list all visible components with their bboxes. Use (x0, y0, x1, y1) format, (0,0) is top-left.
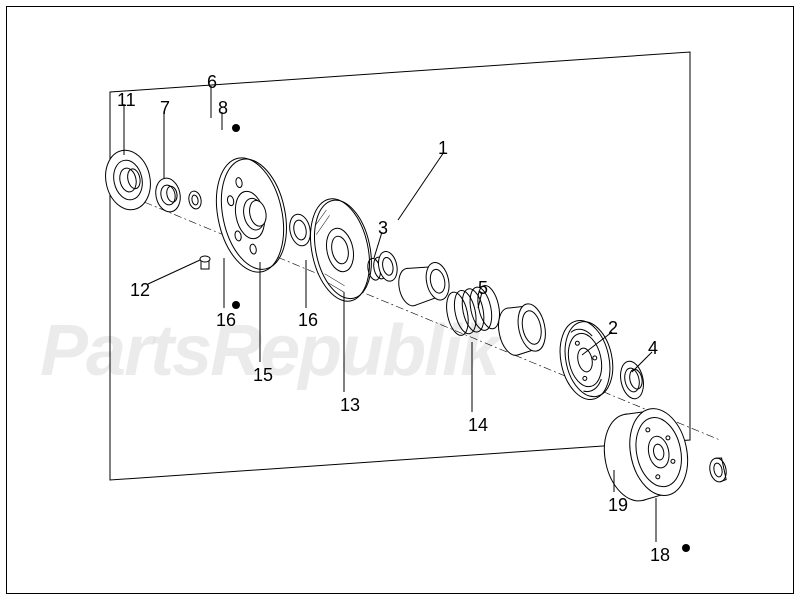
label-4: 4 (648, 338, 658, 359)
part-small-nut (187, 190, 202, 210)
part-sleeve (396, 260, 453, 308)
label-18: 18 (650, 545, 670, 566)
label-11: 11 (117, 90, 136, 111)
part-11-bearing (100, 146, 156, 214)
label-3: 3 (378, 218, 388, 239)
part-3-orings (365, 250, 400, 285)
part-13-disc (302, 193, 380, 307)
label-7: 7 (160, 98, 170, 119)
part-4-ring (617, 359, 646, 401)
label-16: 16 (216, 310, 236, 331)
ref-dot (232, 124, 240, 132)
part-7-ring (153, 176, 184, 214)
part-14-cup (494, 301, 549, 358)
label-15: 15 (253, 365, 273, 386)
part-ring-after (287, 212, 313, 247)
part-19-nut (708, 457, 729, 484)
label-6: 6 (207, 72, 217, 93)
label-16b: 16 (298, 310, 318, 331)
inner-frame (110, 52, 690, 480)
label-8: 8 (218, 98, 228, 119)
label-5: 5 (478, 278, 488, 299)
label-13: 13 (340, 395, 360, 416)
part-18-bell (597, 403, 696, 506)
ref-dot (682, 544, 690, 552)
label-1: 1 (438, 138, 448, 159)
label-19: 19 (608, 495, 628, 516)
label-12: 12 (130, 280, 150, 301)
ref-dot (232, 301, 240, 309)
part-12-bolt (200, 256, 210, 269)
label-2: 2 (608, 318, 618, 339)
label-14: 14 (468, 415, 488, 436)
